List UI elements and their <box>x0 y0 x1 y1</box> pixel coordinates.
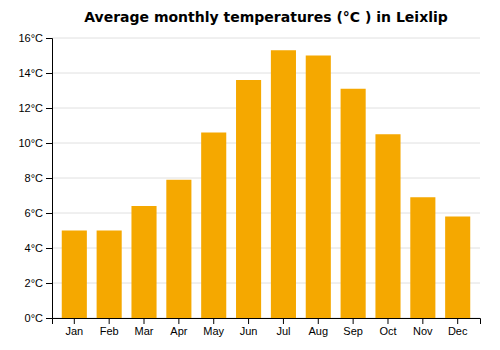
x-tick-mark <box>387 318 388 324</box>
plot: Jan Feb Mar Apr May Jun Jul Aug Sep Oct Nov Dec 0°C 2… <box>18 32 480 337</box>
y-tick-label: 12°C <box>18 102 43 114</box>
bar <box>97 231 122 319</box>
grid-line <box>52 178 480 179</box>
y-tick-mark <box>46 248 52 249</box>
x-tick-label: Jan <box>65 325 83 337</box>
y-tick-mark <box>46 213 52 214</box>
y-tick: 16°C <box>18 32 52 44</box>
y-tick: 14°C <box>18 67 52 79</box>
x-tick-mark <box>283 318 284 324</box>
x-tick-mark <box>353 318 354 324</box>
y-tick-mark <box>46 38 52 39</box>
y-tick-mark <box>46 318 52 319</box>
x-tick-label: Jun <box>240 325 258 337</box>
y-tick: 4°C <box>25 242 52 254</box>
x-tick: Oct <box>379 318 396 337</box>
x-tick: Jan <box>65 318 83 337</box>
x-tick-mark <box>457 318 458 324</box>
grid-line <box>52 38 480 39</box>
x-tick-label: Sep <box>343 325 363 337</box>
bar <box>375 134 400 318</box>
x-tick-mark <box>144 318 145 324</box>
y-tick-mark <box>46 108 52 109</box>
grid <box>52 38 480 318</box>
bar <box>201 133 226 319</box>
x-tick-label: Oct <box>379 325 396 337</box>
bar <box>306 56 331 319</box>
x-tick-mark <box>74 318 75 324</box>
y-tick: 10°C <box>18 137 52 149</box>
x-tick-mark <box>318 318 319 324</box>
bars <box>62 50 470 318</box>
grid-line <box>52 108 480 109</box>
y-tick-mark <box>46 178 52 179</box>
bar <box>341 89 366 318</box>
x-tick-mark <box>213 318 214 324</box>
axis-line <box>53 319 481 325</box>
x-tick: Aug <box>308 318 328 337</box>
x-axis: Jan Feb Mar Apr May Jun Jul Aug Sep Oct Nov Dec <box>53 318 481 337</box>
x-tick: Sep <box>343 318 363 337</box>
bar <box>271 50 296 318</box>
title: Average monthly temperatures (°C ) in Le… <box>84 9 448 25</box>
x-tick-label: Mar <box>135 325 154 337</box>
y-tick-label: 16°C <box>18 32 43 44</box>
x-tick: Dec <box>448 318 468 337</box>
y-tick-label: 10°C <box>18 137 43 149</box>
bar <box>62 231 87 319</box>
grid-line <box>52 143 480 144</box>
x-tick-mark <box>109 318 110 324</box>
x-tick-label: Jul <box>276 325 290 337</box>
y-tick: 0°C <box>25 312 52 324</box>
grid-line <box>52 73 480 74</box>
x-tick-label: May <box>203 325 224 337</box>
y-tick-label: 0°C <box>25 312 44 324</box>
y-tick-label: 2°C <box>25 277 44 289</box>
y-tick-mark <box>46 73 52 74</box>
x-tick-label: Apr <box>170 325 187 337</box>
bar <box>410 197 435 318</box>
x-tick-label: Aug <box>308 325 328 337</box>
x-tick-mark <box>178 318 179 324</box>
x-tick-label: Dec <box>448 325 468 337</box>
x-tick-label: Nov <box>413 325 433 337</box>
x-tick: Apr <box>170 318 187 337</box>
bar <box>445 217 470 319</box>
x-tick: Jul <box>276 318 290 337</box>
y-tick: 6°C <box>25 207 52 219</box>
y-tick-mark <box>46 143 52 144</box>
y-tick-mark <box>46 283 52 284</box>
y-axis: 0°C 2°C 4°C 6°C 8°C 10°C 12°C 14°C 16°C <box>18 32 52 324</box>
x-tick: Jun <box>240 318 258 337</box>
bar <box>166 180 191 318</box>
y-tick: 8°C <box>25 172 52 184</box>
x-tick: Feb <box>100 318 119 337</box>
chart: Jan Feb Mar Apr May Jun Jul Aug Sep Oct Nov Dec 0°C 2… <box>0 0 500 350</box>
y-tick-label: 6°C <box>25 207 44 219</box>
y-tick: 2°C <box>25 277 52 289</box>
x-tick-label: Feb <box>100 325 119 337</box>
y-tick: 12°C <box>18 102 52 114</box>
x-tick: May <box>203 318 224 337</box>
x-tick: Mar <box>135 318 154 337</box>
y-tick-label: 4°C <box>25 242 44 254</box>
x-tick-mark <box>422 318 423 324</box>
x-tick-mark <box>248 318 249 324</box>
y-tick-label: 14°C <box>18 67 43 79</box>
bar <box>236 80 261 318</box>
axis-line <box>46 39 53 319</box>
bar <box>131 206 156 318</box>
x-tick: Nov <box>413 318 433 337</box>
y-tick-label: 8°C <box>25 172 44 184</box>
